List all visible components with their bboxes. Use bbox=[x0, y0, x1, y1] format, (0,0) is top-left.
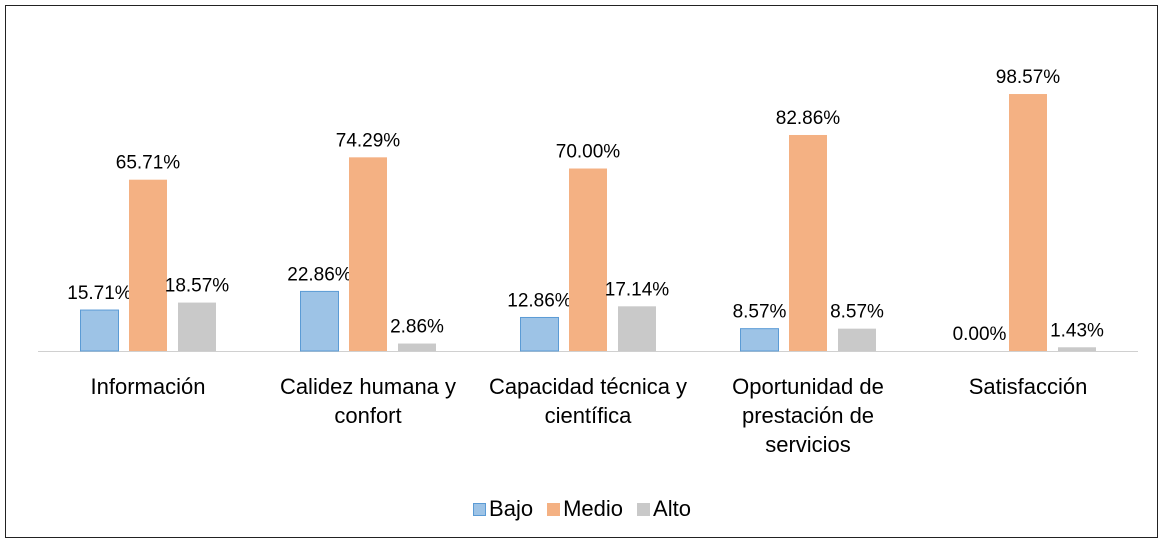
x-tick-label: Satisfacción bbox=[968, 374, 1088, 399]
bar bbox=[740, 328, 779, 352]
x-tick-label: Información bbox=[90, 374, 206, 399]
x-tick-label: Calidez humana y confort bbox=[279, 374, 457, 428]
bar bbox=[398, 343, 436, 351]
bar bbox=[300, 290, 339, 352]
legend-label: Medio bbox=[563, 496, 624, 521]
bar bbox=[569, 168, 607, 351]
value-label: 8.57% bbox=[830, 302, 884, 323]
x-tick-label: Capacidad técnica y científica bbox=[488, 374, 688, 428]
legend-item: Bajo bbox=[473, 496, 533, 522]
legend-item: Medio bbox=[547, 496, 623, 522]
value-label: 2.86% bbox=[390, 317, 444, 338]
legend-swatch bbox=[473, 502, 487, 516]
bar bbox=[520, 316, 559, 352]
bar bbox=[178, 302, 216, 351]
value-label: 98.57% bbox=[996, 67, 1061, 88]
bar bbox=[129, 179, 167, 351]
bar bbox=[789, 134, 827, 351]
value-label: 70.00% bbox=[556, 142, 621, 163]
legend-swatch bbox=[637, 502, 651, 516]
value-label: 8.57% bbox=[733, 302, 787, 323]
value-label: 12.86% bbox=[507, 290, 572, 311]
value-label: 0.00% bbox=[953, 324, 1007, 345]
value-label: 1.43% bbox=[1050, 320, 1104, 341]
value-label: 22.86% bbox=[287, 264, 352, 285]
value-label: 82.86% bbox=[776, 108, 841, 129]
value-label: 18.57% bbox=[165, 276, 230, 297]
bar bbox=[1058, 347, 1096, 351]
bar bbox=[1009, 94, 1047, 351]
bar bbox=[80, 309, 119, 352]
legend-label: Alto bbox=[653, 496, 691, 521]
legend: Bajo Medio Alto bbox=[0, 496, 1164, 522]
bar bbox=[838, 328, 876, 351]
x-tick-label: Oportunidad de prestación de servicios bbox=[732, 374, 884, 457]
legend-item: Alto bbox=[637, 496, 691, 522]
value-label: 17.14% bbox=[605, 279, 670, 300]
value-label: 65.71% bbox=[116, 153, 181, 174]
bar bbox=[618, 306, 656, 351]
value-label: 74.29% bbox=[336, 130, 401, 151]
legend-swatch bbox=[547, 502, 561, 516]
value-label: 15.71% bbox=[67, 283, 132, 304]
legend-label: Bajo bbox=[489, 496, 534, 521]
bar bbox=[349, 157, 387, 351]
